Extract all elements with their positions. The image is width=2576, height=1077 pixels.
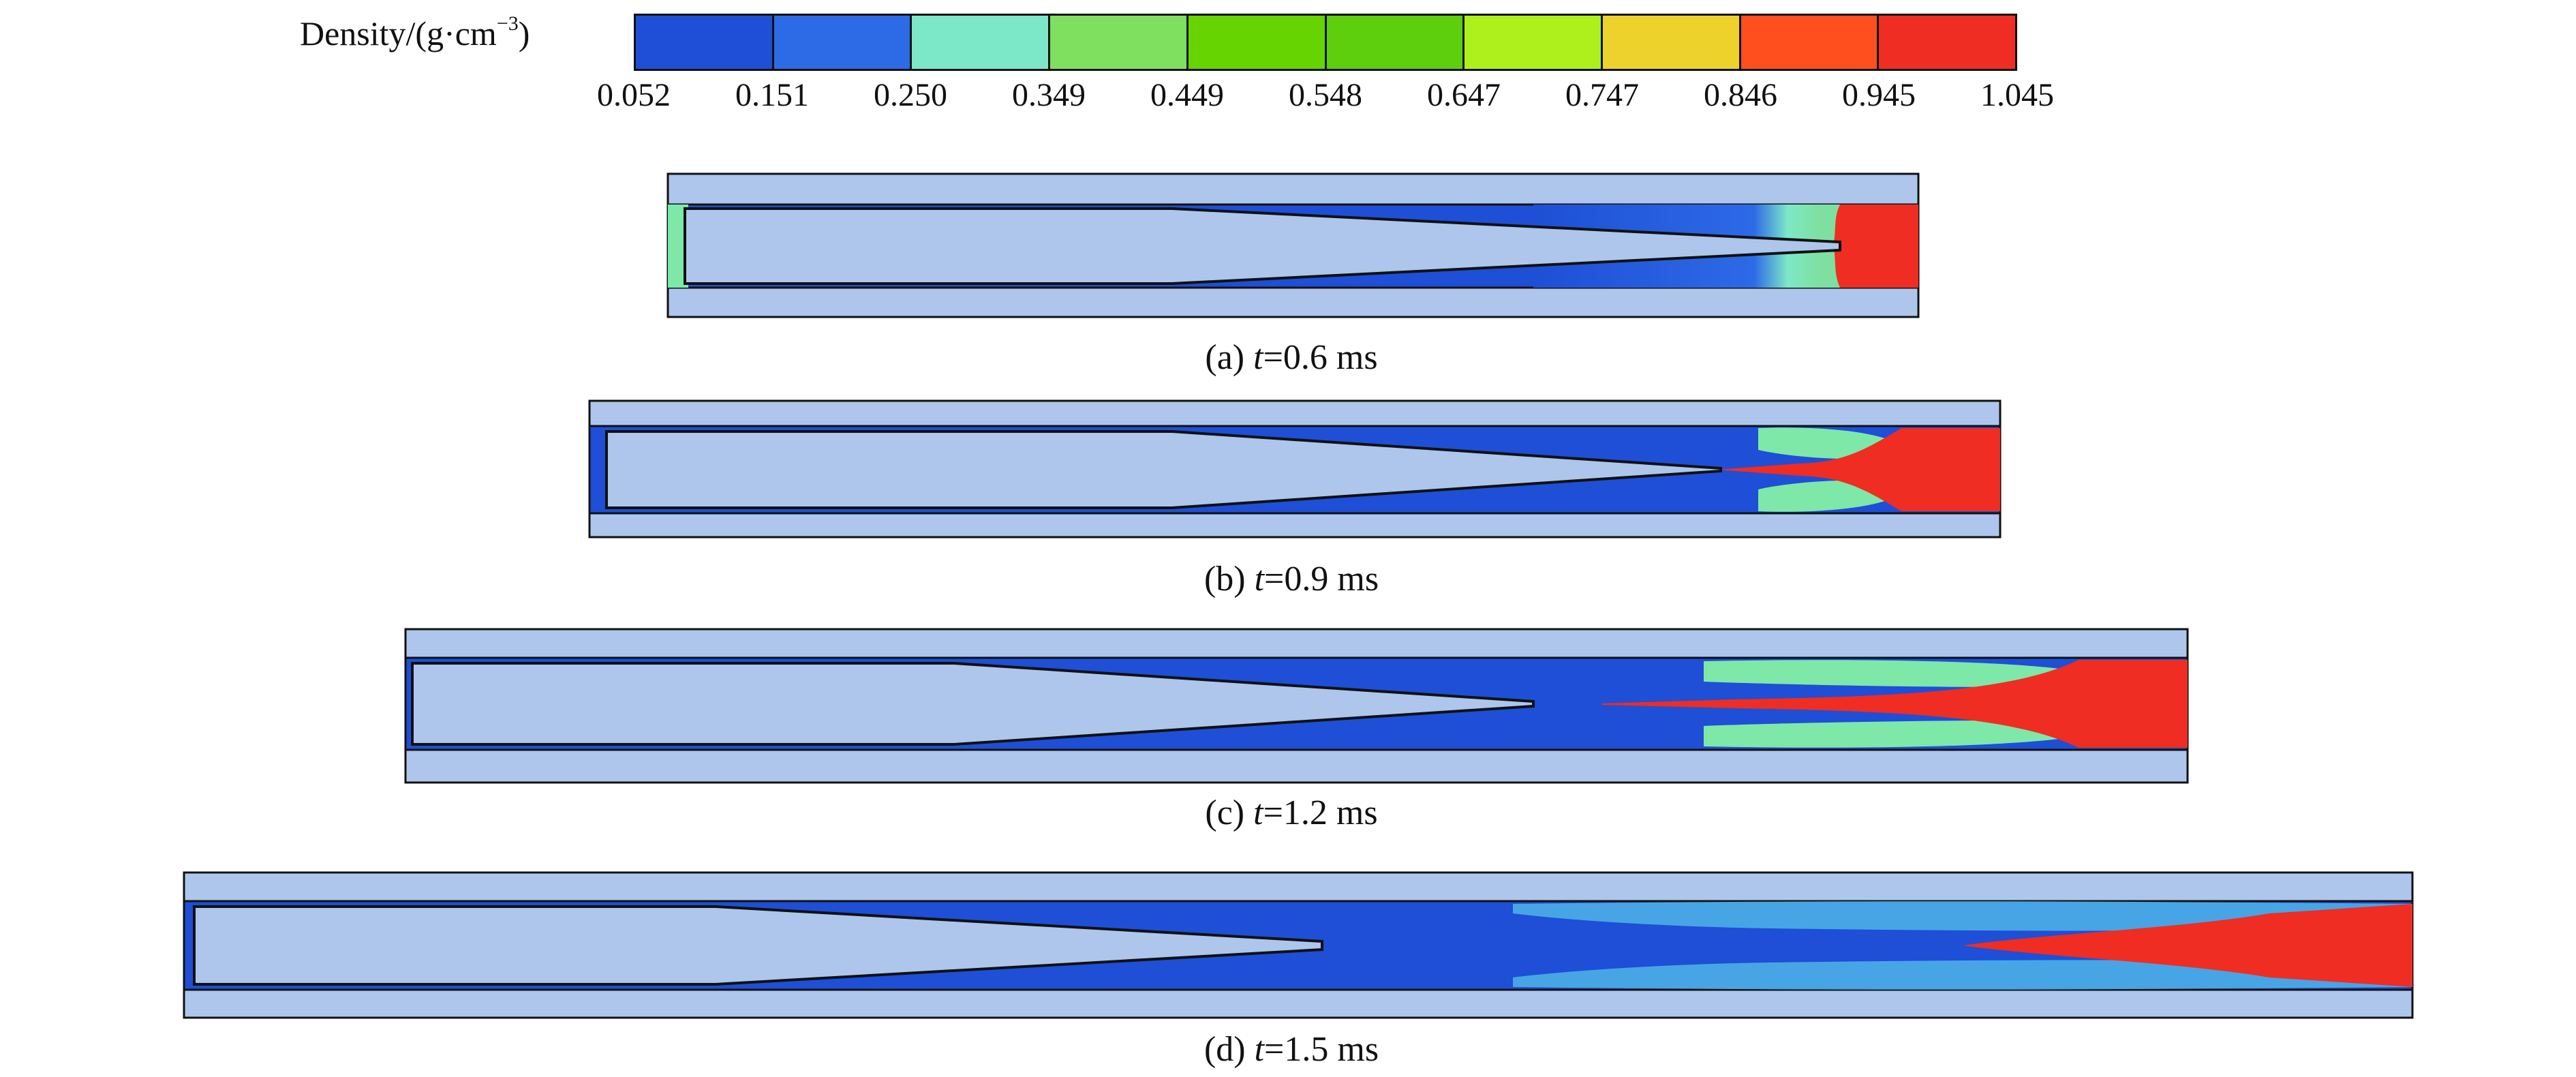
colorbar-tick-label: 0.945 [1842, 77, 1916, 113]
colorbar-swatch [773, 16, 913, 69]
caption-d-value: =1.5 ms [1264, 1030, 1379, 1069]
caption-d-var: t [1254, 1030, 1265, 1069]
caption-d: (d) t=1.5 ms [1204, 1029, 1379, 1070]
density-colorbar [634, 14, 2017, 71]
colorbar-tick-label: 0.647 [1427, 77, 1501, 113]
colorbar-swatch [1326, 16, 1465, 69]
colorbar-title-exponent: −3 [496, 12, 519, 35]
colorbar-title-text: Density/(g·cm [300, 14, 497, 52]
caption-b-label: (b) [1203, 560, 1255, 598]
caption-b-var: t [1254, 560, 1265, 598]
panel-d-jet-core [1963, 904, 2412, 987]
caption-d-label: (d) [1203, 1030, 1255, 1069]
caption-a-value: =0.6 ms [1263, 338, 1378, 377]
colorbar-swatch [1465, 16, 1603, 69]
colorbar-tick-label: 0.747 [1565, 77, 1639, 113]
colorbar-tick-label: 0.052 [597, 77, 671, 113]
colorbar-swatch [912, 16, 1051, 69]
panel-c-upper-lobe [1704, 660, 2083, 687]
colorbar-swatch [636, 16, 774, 69]
colorbar-swatch [1602, 16, 1741, 69]
colorbar-title-close: ) [518, 14, 530, 52]
colorbar-title: Density/(g·cm−3) [300, 12, 530, 53]
panel-d-upper-lobe [1513, 901, 2412, 931]
colorbar-tick-label: 0.449 [1150, 77, 1224, 113]
panel-b-jet-core [1717, 428, 2000, 511]
colorbar-tick-label: 0.349 [1012, 77, 1086, 113]
colorbar-swatch [1188, 16, 1327, 69]
panel-a-liner [684, 207, 1841, 285]
caption-a-label: (a) [1205, 338, 1254, 377]
panel-d-field [183, 871, 2414, 1019]
caption-b-value: =0.9 ms [1264, 560, 1379, 598]
colorbar-tick-label: 0.151 [735, 77, 809, 113]
panel-b-liner [605, 430, 1722, 509]
colorbar-tick-label: 0.846 [1704, 77, 1777, 113]
caption-c-var: t [1253, 793, 1263, 832]
colorbar-tick-label: 1.045 [1980, 77, 2054, 113]
caption-a: (a) t=0.6 ms [1205, 337, 1377, 378]
colorbar-swatch [1741, 16, 1880, 69]
panel-b-field [588, 399, 2002, 538]
caption-c-value: =1.2 ms [1263, 793, 1378, 832]
colorbar-swatch [1050, 16, 1189, 69]
panel-a-field [666, 172, 1920, 318]
panel-a-jet-front [1833, 204, 1918, 288]
colorbar-tick-label: 0.250 [874, 77, 947, 113]
colorbar-tick-label: 0.548 [1289, 77, 1362, 113]
colorbar-swatch [1879, 16, 2016, 69]
caption-c: (c) t=1.2 ms [1205, 793, 1377, 833]
caption-c-label: (c) [1205, 793, 1254, 832]
caption-b: (b) t=0.9 ms [1204, 559, 1379, 599]
panel-c-liner [411, 662, 1535, 746]
panel-d-lower-lobe [1513, 960, 2412, 990]
caption-a-var: t [1253, 338, 1263, 377]
panel-c-jet-core [1601, 660, 2188, 748]
panel-c-lower-lobe [1704, 720, 2083, 748]
panel-c-field [404, 628, 2189, 784]
panel-d-liner [193, 905, 1323, 986]
